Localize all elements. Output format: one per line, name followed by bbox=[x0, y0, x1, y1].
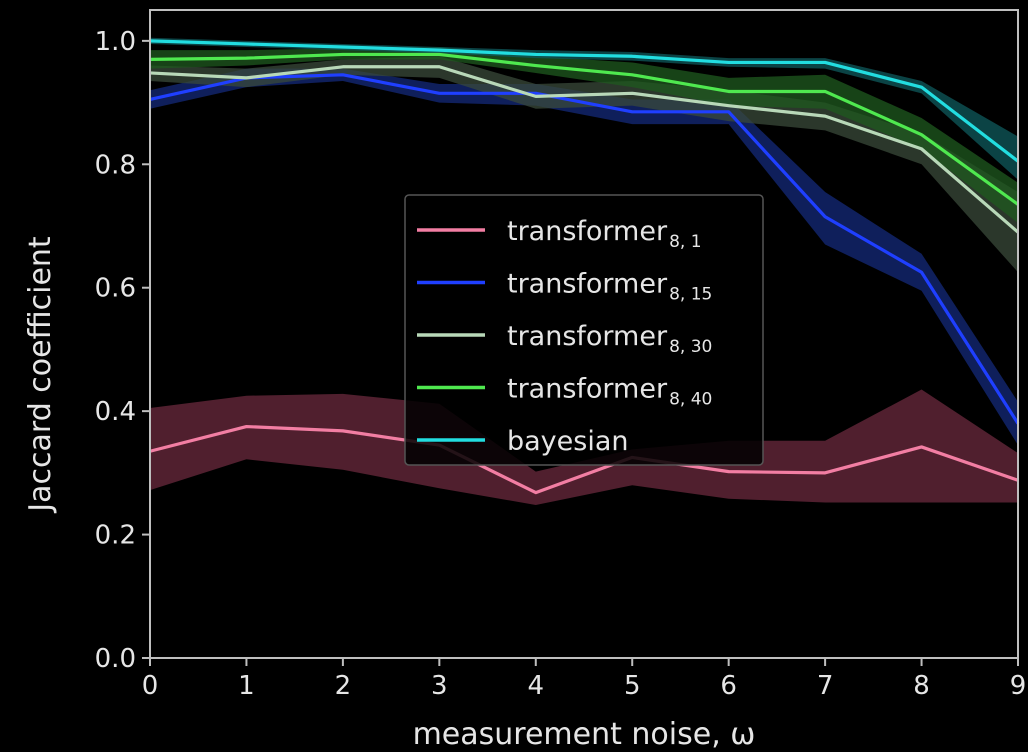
legend-entry-subscript: 8, 15 bbox=[669, 285, 712, 305]
confidence-band-2 bbox=[150, 56, 1018, 273]
x-tick-label: 2 bbox=[335, 671, 352, 701]
series-line-3 bbox=[149, 52, 1019, 206]
legend-entry-subscript: 8, 1 bbox=[669, 232, 701, 252]
legend-entry-subscript: 8, 40 bbox=[669, 390, 712, 410]
x-tick-label: 5 bbox=[624, 671, 641, 701]
x-tick-label: 8 bbox=[913, 671, 930, 701]
series-line-2 bbox=[149, 65, 1020, 234]
y-tick-label: 0.8 bbox=[95, 150, 136, 180]
x-tick-label: 0 bbox=[142, 671, 159, 701]
plot-frame bbox=[149, 9, 1019, 659]
series-lines bbox=[149, 39, 1020, 495]
x-tick-label: 7 bbox=[817, 671, 834, 701]
x-tick-label: 9 bbox=[1010, 671, 1027, 701]
y-tick-label: 0.0 bbox=[95, 644, 136, 674]
x-tick-label: 3 bbox=[431, 671, 448, 701]
legend-entry: bayesian bbox=[507, 426, 629, 457]
x-axis-ticks: 0 1 2 3 4 5 6 7 8 9 bbox=[142, 658, 1027, 701]
y-tick-label: 0.2 bbox=[95, 521, 136, 551]
confidence-band-0 bbox=[150, 389, 1018, 505]
y-tick-label: 0.4 bbox=[95, 397, 136, 427]
y-tick-label: 0.6 bbox=[95, 274, 136, 304]
x-tick-label: 4 bbox=[528, 671, 545, 701]
x-tick-label: 1 bbox=[238, 671, 255, 701]
x-axis-label: measurement noise, ω bbox=[413, 717, 756, 752]
series-line-1 bbox=[149, 73, 1020, 425]
legend-entry: transformer 8, 1 bbox=[507, 216, 702, 252]
legend-box bbox=[404, 194, 764, 466]
y-tick-label: 1.0 bbox=[95, 27, 136, 57]
x-tick-label: 6 bbox=[720, 671, 737, 701]
y-axis-label: Jaccard coefficient bbox=[23, 236, 58, 514]
series-line-4 bbox=[149, 39, 1019, 163]
legend-entry-subscript: 8, 30 bbox=[669, 337, 712, 357]
series-line-0 bbox=[149, 424, 1019, 495]
y-axis-ticks: 0.0 0.2 0.4 0.6 0.8 1.0 bbox=[95, 27, 150, 674]
